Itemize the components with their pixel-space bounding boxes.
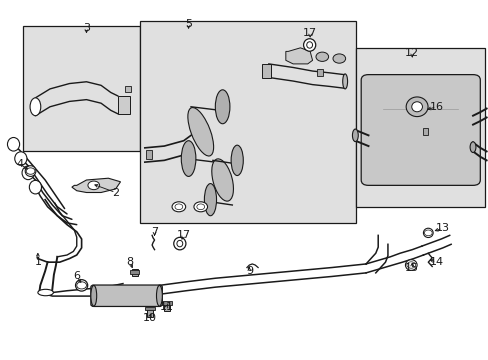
Ellipse shape bbox=[406, 97, 427, 117]
Circle shape bbox=[77, 282, 86, 289]
Ellipse shape bbox=[29, 180, 41, 194]
Ellipse shape bbox=[215, 90, 229, 124]
Text: 15: 15 bbox=[405, 262, 418, 273]
Text: 6: 6 bbox=[73, 271, 80, 282]
Text: 9: 9 bbox=[245, 266, 252, 276]
Text: 13: 13 bbox=[435, 223, 449, 233]
Ellipse shape bbox=[25, 166, 36, 176]
Ellipse shape bbox=[342, 74, 347, 89]
Ellipse shape bbox=[423, 228, 432, 238]
Ellipse shape bbox=[204, 184, 216, 216]
Bar bbox=[162, 301, 171, 305]
Circle shape bbox=[88, 181, 100, 190]
Bar bbox=[163, 303, 170, 311]
Text: 5: 5 bbox=[184, 19, 192, 29]
Ellipse shape bbox=[187, 108, 213, 156]
Text: 17: 17 bbox=[176, 230, 190, 240]
Circle shape bbox=[315, 52, 328, 62]
Bar bbox=[131, 269, 137, 276]
Text: 12: 12 bbox=[405, 48, 418, 58]
Ellipse shape bbox=[15, 152, 27, 165]
Bar bbox=[146, 309, 153, 317]
Text: 4: 4 bbox=[16, 159, 23, 169]
Ellipse shape bbox=[30, 98, 41, 116]
Ellipse shape bbox=[469, 142, 475, 153]
Text: 8: 8 bbox=[126, 257, 134, 267]
Circle shape bbox=[175, 204, 183, 210]
Polygon shape bbox=[285, 48, 312, 64]
FancyBboxPatch shape bbox=[91, 285, 162, 306]
Circle shape bbox=[406, 262, 415, 268]
Circle shape bbox=[172, 202, 185, 212]
FancyBboxPatch shape bbox=[361, 75, 479, 185]
Ellipse shape bbox=[405, 260, 416, 270]
Ellipse shape bbox=[211, 159, 233, 201]
Ellipse shape bbox=[75, 280, 87, 291]
Circle shape bbox=[332, 54, 345, 63]
Bar bbox=[261, 64, 271, 78]
Text: 2: 2 bbox=[112, 188, 119, 198]
Bar bbox=[423, 128, 427, 135]
Text: 7: 7 bbox=[151, 227, 158, 237]
Polygon shape bbox=[72, 178, 120, 193]
Bar bbox=[146, 150, 152, 158]
Bar bbox=[316, 68, 322, 76]
Bar bbox=[145, 307, 154, 310]
Ellipse shape bbox=[306, 42, 312, 48]
Ellipse shape bbox=[38, 289, 53, 296]
Ellipse shape bbox=[181, 141, 196, 176]
Ellipse shape bbox=[352, 129, 358, 141]
Bar bbox=[23, 26, 140, 152]
Ellipse shape bbox=[173, 237, 185, 250]
Text: 10: 10 bbox=[142, 312, 156, 323]
Ellipse shape bbox=[231, 145, 243, 176]
Ellipse shape bbox=[156, 285, 162, 306]
Ellipse shape bbox=[303, 39, 315, 51]
Text: 16: 16 bbox=[428, 102, 443, 112]
Bar bbox=[140, 21, 356, 223]
Circle shape bbox=[194, 202, 207, 212]
Bar bbox=[356, 48, 484, 207]
Ellipse shape bbox=[7, 138, 20, 151]
Bar bbox=[125, 86, 131, 93]
Ellipse shape bbox=[177, 240, 183, 247]
Circle shape bbox=[424, 230, 431, 236]
Circle shape bbox=[26, 168, 35, 174]
Text: 1: 1 bbox=[34, 257, 41, 267]
Ellipse shape bbox=[411, 102, 422, 112]
Text: 11: 11 bbox=[160, 302, 173, 312]
Ellipse shape bbox=[91, 285, 97, 306]
Ellipse shape bbox=[22, 166, 34, 180]
Text: 14: 14 bbox=[428, 257, 443, 267]
Bar bbox=[130, 270, 139, 274]
Text: 17: 17 bbox=[303, 28, 317, 38]
Circle shape bbox=[197, 204, 204, 210]
Bar bbox=[118, 96, 130, 114]
Text: 3: 3 bbox=[83, 23, 90, 33]
